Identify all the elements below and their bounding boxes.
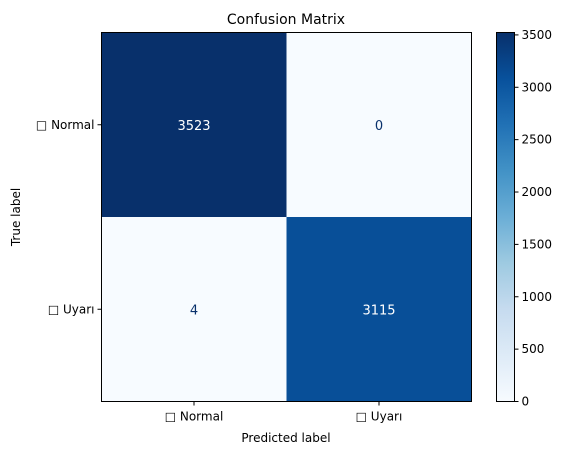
colorbar-tick-label: 1500	[522, 237, 553, 251]
x-axis-label: Predicted label	[241, 431, 330, 445]
y-tick-label: □ Uyarı	[48, 302, 95, 316]
y-tick-label: □ Normal	[36, 118, 95, 132]
x-axis-ticks: □ Normal □ Uyarı	[165, 401, 403, 424]
x-tick-label: □ Normal	[165, 410, 224, 424]
colorbar-tick-label: 500	[522, 342, 545, 356]
y-axis-label: True label	[9, 188, 23, 247]
colorbar-tick-label: 3000	[522, 80, 553, 94]
heatmap-cell	[286, 32, 472, 217]
cell-value-label: 4	[190, 303, 198, 318]
plot-frame	[101, 32, 472, 402]
heatmap-cell	[286, 217, 472, 402]
heatmap-cell	[101, 32, 287, 217]
colorbar-tick-label: 1000	[522, 290, 553, 304]
colorbar-tick-label: 2000	[522, 185, 553, 199]
colorbar-ticks: 0 500 1000 1500 2000 2500 3000 3500	[514, 28, 553, 409]
colorbar-tick-label: 2500	[522, 133, 553, 147]
cell-value-label: 3523	[177, 119, 210, 134]
colorbar-tick-label: 0	[522, 395, 530, 409]
heatmap-cells	[101, 32, 472, 402]
cell-value-label: 0	[375, 119, 383, 134]
colorbar	[496, 32, 515, 402]
colorbar-tick-label: 3500	[522, 28, 553, 42]
chart-title: Confusion Matrix	[227, 12, 345, 28]
heatmap-cell-labels: 3523 0 4 3115	[177, 119, 395, 319]
cell-value-label: 3115	[362, 303, 395, 318]
x-tick-label: □ Uyarı	[356, 410, 403, 424]
heatmap-cell	[101, 217, 287, 402]
y-axis-ticks: □ Normal □ Uyarı	[36, 118, 102, 316]
